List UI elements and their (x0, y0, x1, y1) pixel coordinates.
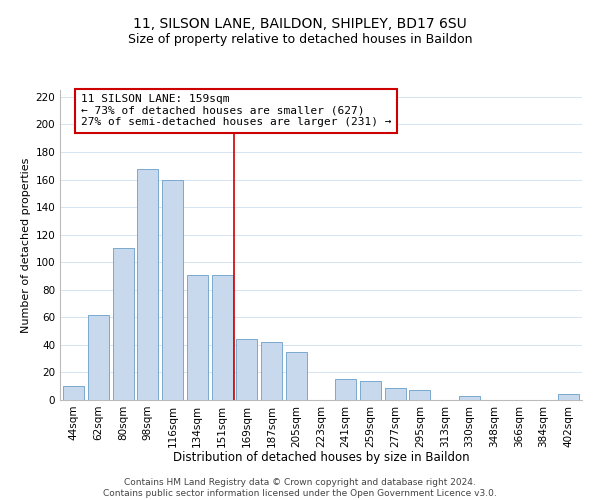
Text: 11, SILSON LANE, BAILDON, SHIPLEY, BD17 6SU: 11, SILSON LANE, BAILDON, SHIPLEY, BD17 … (133, 18, 467, 32)
Bar (335, 380, 356, 400)
Bar (385, 388, 406, 400)
Bar (63, 386, 84, 400)
Bar (409, 390, 430, 400)
Bar (558, 394, 579, 400)
Bar (187, 274, 208, 400)
Bar (236, 340, 257, 400)
Bar (162, 180, 183, 400)
Bar (261, 342, 282, 400)
Text: 11 SILSON LANE: 159sqm
← 73% of detached houses are smaller (627)
27% of semi-de: 11 SILSON LANE: 159sqm ← 73% of detached… (81, 94, 392, 128)
Y-axis label: Number of detached properties: Number of detached properties (21, 158, 31, 332)
Bar (113, 248, 134, 400)
Bar (137, 168, 158, 400)
Bar (286, 352, 307, 400)
Text: Size of property relative to detached houses in Baildon: Size of property relative to detached ho… (128, 32, 472, 46)
Bar (459, 396, 480, 400)
Text: Contains HM Land Registry data © Crown copyright and database right 2024.
Contai: Contains HM Land Registry data © Crown c… (103, 478, 497, 498)
Bar (88, 314, 109, 400)
Bar (212, 274, 233, 400)
X-axis label: Distribution of detached houses by size in Baildon: Distribution of detached houses by size … (173, 451, 469, 464)
Bar (360, 380, 381, 400)
